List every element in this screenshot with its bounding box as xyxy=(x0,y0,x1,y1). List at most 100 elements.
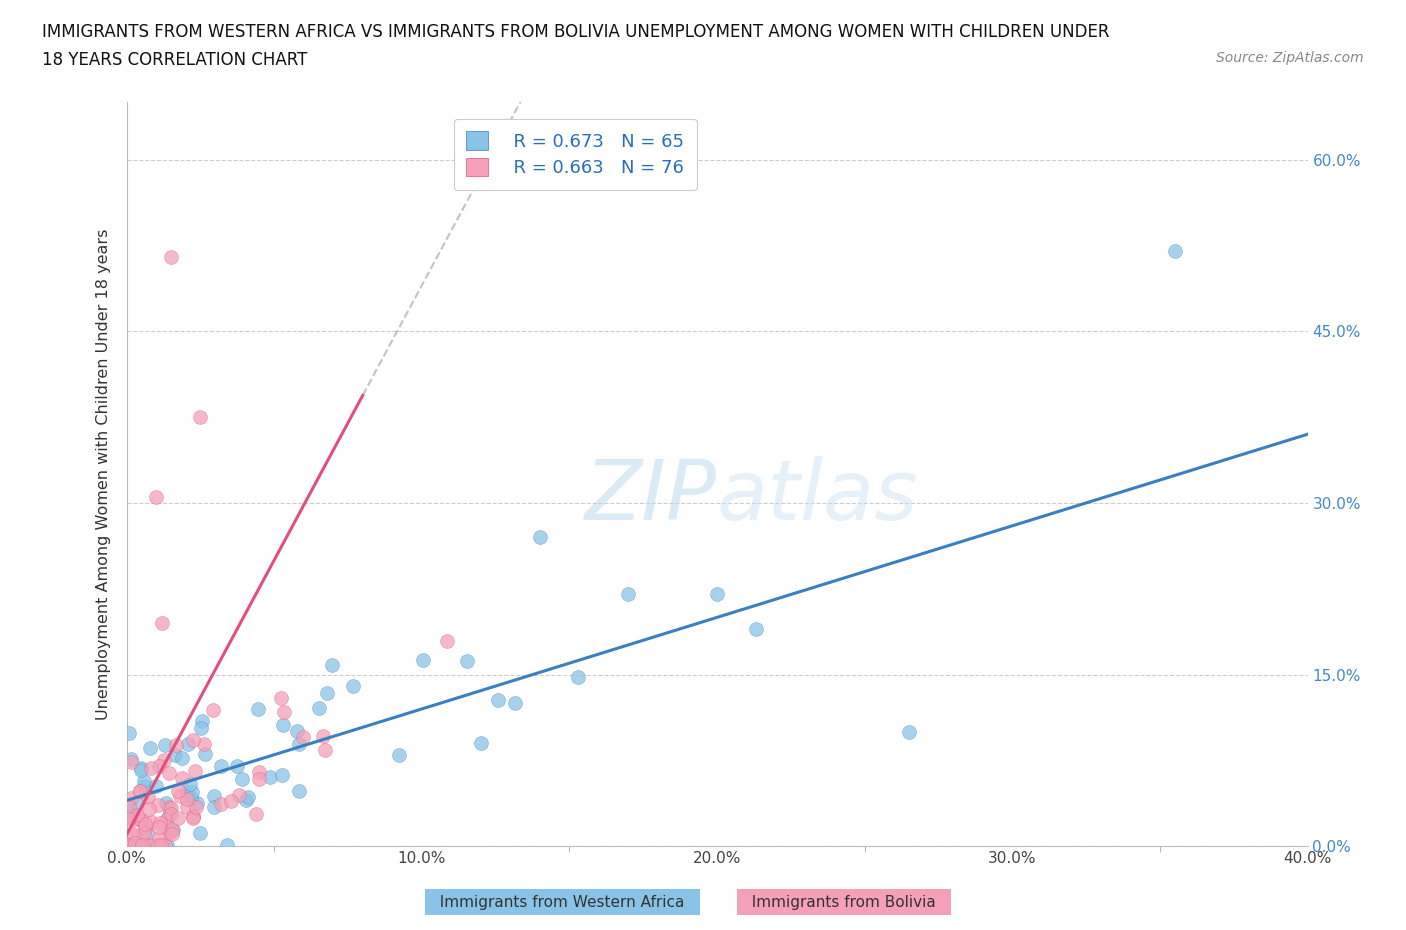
Point xyxy=(246,701,269,716)
Point xyxy=(186,796,208,811)
Point xyxy=(122,827,145,842)
Point xyxy=(167,784,190,799)
Point xyxy=(236,790,259,804)
Point xyxy=(219,793,242,808)
Point xyxy=(124,838,146,853)
Point xyxy=(486,692,509,707)
Text: IMMIGRANTS FROM WESTERN AFRICA VS IMMIGRANTS FROM BOLIVIA UNEMPLOYMENT AMONG WOM: IMMIGRANTS FROM WESTERN AFRICA VS IMMIGR… xyxy=(42,23,1109,41)
Point xyxy=(184,764,207,778)
Point xyxy=(155,813,177,828)
Point xyxy=(153,737,176,752)
Point xyxy=(314,742,336,757)
Point xyxy=(202,800,225,815)
Point xyxy=(148,830,170,845)
Point xyxy=(176,785,198,800)
Y-axis label: Unemployment Among Women with Children Under 18 years: Unemployment Among Women with Children U… xyxy=(96,229,111,720)
Point xyxy=(150,616,173,631)
Point xyxy=(118,796,141,811)
Point xyxy=(270,690,292,705)
Point xyxy=(209,796,232,811)
Point xyxy=(259,770,281,785)
Point xyxy=(176,791,198,806)
Point xyxy=(132,778,155,793)
Point xyxy=(188,409,212,424)
Point xyxy=(271,718,294,733)
Point xyxy=(193,737,215,751)
Point xyxy=(529,530,551,545)
Point xyxy=(134,837,156,852)
Point xyxy=(245,806,267,821)
Point xyxy=(181,733,204,748)
Point xyxy=(470,736,492,751)
Point xyxy=(125,797,148,812)
Point xyxy=(157,807,180,822)
Point xyxy=(160,249,183,264)
Point xyxy=(436,634,458,649)
Point xyxy=(247,764,270,779)
Point xyxy=(1164,244,1187,259)
Point xyxy=(288,783,311,798)
Point xyxy=(157,799,180,814)
Text: 18 YEARS CORRELATION CHART: 18 YEARS CORRELATION CHART xyxy=(42,51,308,69)
Point xyxy=(162,822,184,837)
Point xyxy=(188,825,211,840)
Point xyxy=(215,838,238,853)
Point xyxy=(121,838,143,853)
Point xyxy=(148,838,170,853)
Point xyxy=(118,838,141,853)
Point xyxy=(131,838,153,853)
Point xyxy=(124,835,146,850)
Point xyxy=(180,785,202,800)
Point xyxy=(155,796,177,811)
Point xyxy=(163,747,186,762)
Point xyxy=(122,811,145,826)
Point xyxy=(181,810,204,825)
Point xyxy=(271,767,294,782)
Point xyxy=(288,737,311,752)
Point xyxy=(181,808,204,823)
Point xyxy=(139,760,162,775)
Point xyxy=(159,806,181,821)
Point xyxy=(128,812,150,827)
Point xyxy=(744,621,766,636)
Point xyxy=(235,793,257,808)
Point xyxy=(202,702,225,717)
Point xyxy=(120,838,142,853)
Point xyxy=(209,759,232,774)
Point xyxy=(129,783,152,798)
Point xyxy=(122,809,145,824)
Text: ZIP: ZIP xyxy=(585,456,717,538)
Point xyxy=(191,713,214,728)
Point xyxy=(165,737,187,752)
Text: atlas: atlas xyxy=(717,456,918,538)
Point xyxy=(131,813,153,828)
Point xyxy=(139,838,162,853)
Point xyxy=(132,825,155,840)
Point xyxy=(169,788,191,803)
Point xyxy=(162,827,184,842)
Point xyxy=(292,730,315,745)
Point xyxy=(170,751,193,765)
Point xyxy=(159,801,181,816)
Point xyxy=(567,670,589,684)
Point xyxy=(898,724,921,739)
Point xyxy=(190,721,212,736)
Point xyxy=(157,766,180,781)
Point xyxy=(118,838,141,853)
Point xyxy=(388,748,411,763)
Point xyxy=(121,838,143,853)
Point xyxy=(129,763,152,777)
Point xyxy=(155,838,177,853)
Point xyxy=(202,789,225,804)
Point xyxy=(121,826,143,841)
Point xyxy=(145,778,167,793)
Point xyxy=(321,658,343,672)
Point xyxy=(706,587,728,602)
Point xyxy=(184,800,207,815)
Point xyxy=(129,761,152,776)
Point xyxy=(120,751,142,766)
Text: Immigrants from Western Africa: Immigrants from Western Africa xyxy=(430,895,695,910)
Point xyxy=(127,807,149,822)
Point xyxy=(180,790,202,805)
Point xyxy=(128,838,150,853)
